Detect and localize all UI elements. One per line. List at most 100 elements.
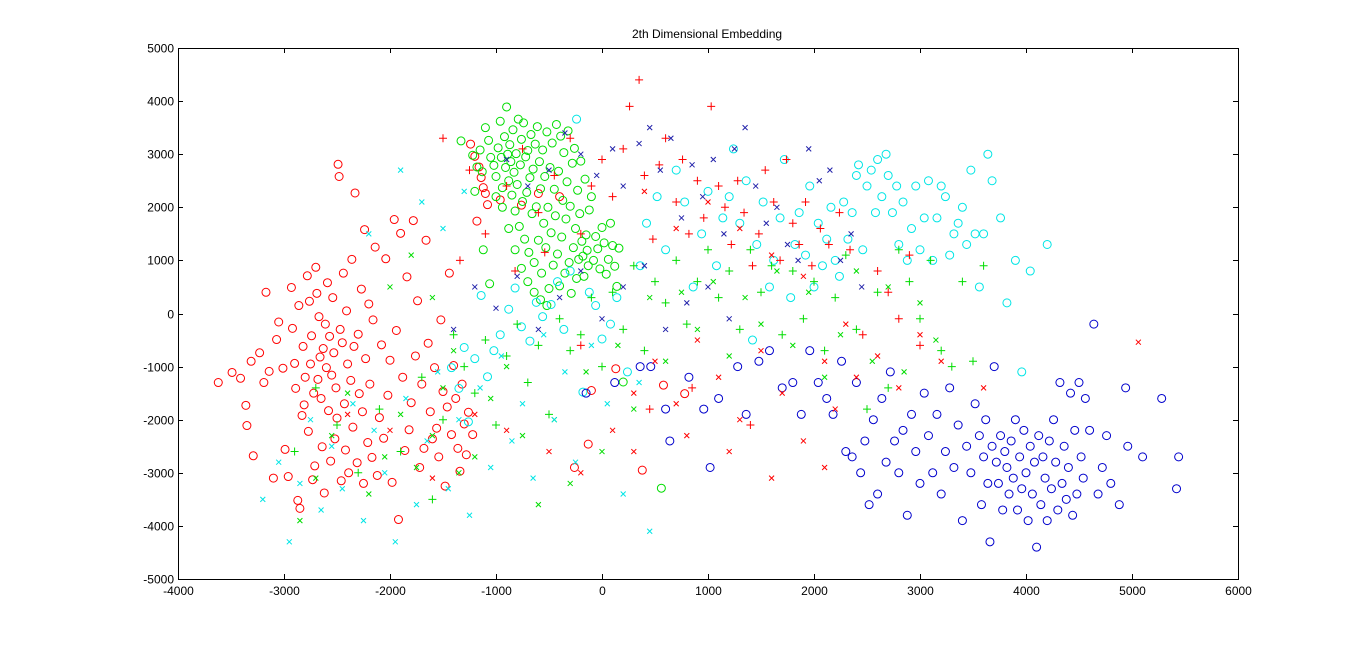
data-point-circle xyxy=(851,378,861,388)
data-point-plus xyxy=(704,245,712,254)
data-point-circle xyxy=(873,155,883,165)
data-point-cross xyxy=(641,262,648,269)
data-point-circle xyxy=(340,445,350,455)
data-point-plus xyxy=(465,166,474,175)
data-point-circle xyxy=(1157,393,1167,403)
data-point-circle xyxy=(786,293,796,303)
x-tick-label: 4000 xyxy=(1013,584,1040,598)
data-point-cross xyxy=(307,416,314,423)
data-point-circle xyxy=(907,409,917,419)
data-point-circle xyxy=(393,515,403,525)
data-point-cross xyxy=(498,353,505,359)
data-point-circle xyxy=(459,419,469,429)
data-point-circle xyxy=(661,404,671,414)
data-point-plus xyxy=(534,341,543,350)
data-point-plus xyxy=(767,261,776,270)
data-point-circle xyxy=(1076,452,1086,462)
data-point-cross xyxy=(286,538,293,545)
data-point-plus xyxy=(672,197,681,206)
data-point-cross xyxy=(397,167,404,173)
data-point-circle xyxy=(241,400,251,410)
data-point-circle xyxy=(295,503,305,513)
data-point-circle xyxy=(425,407,435,417)
data-point-cross xyxy=(572,459,579,466)
data-point-cross xyxy=(344,411,351,418)
data-point-circle xyxy=(1004,489,1014,499)
data-point-circle xyxy=(248,451,258,461)
data-point-circle xyxy=(444,268,454,278)
data-point-cross xyxy=(593,172,600,179)
data-point-plus xyxy=(725,267,734,276)
data-point-cross xyxy=(413,501,420,508)
data-point-circle xyxy=(1002,462,1012,472)
data-point-cross xyxy=(456,469,462,476)
data-point-cross xyxy=(418,199,425,205)
data-point-circle xyxy=(568,243,578,253)
data-point-circle xyxy=(583,439,593,449)
data-point-circle xyxy=(1078,473,1088,483)
data-point-cross xyxy=(360,517,367,524)
data-point-circle xyxy=(822,393,832,403)
data-point-circle xyxy=(242,421,252,431)
data-point-circle xyxy=(312,288,322,298)
data-point-circle xyxy=(658,380,668,390)
data-point-circle xyxy=(551,119,561,129)
data-point-circle xyxy=(603,254,613,264)
data-point-circle xyxy=(996,431,1006,441)
data-point-circle xyxy=(451,393,461,403)
data-point-circle xyxy=(327,370,337,380)
data-point-circle xyxy=(379,433,389,443)
data-point-cross xyxy=(387,427,393,434)
data-point-circle xyxy=(595,264,605,274)
data-point-circle xyxy=(297,410,307,420)
data-point-circle xyxy=(495,330,505,340)
data-point-circle xyxy=(322,278,332,288)
x-tick-label: 5000 xyxy=(1119,584,1146,598)
data-point-plus xyxy=(894,245,903,254)
data-point-circle xyxy=(442,402,452,412)
data-point-plus xyxy=(714,182,723,191)
data-point-plus xyxy=(545,410,553,419)
data-point-circle xyxy=(259,378,269,388)
data-point-circle xyxy=(949,229,959,239)
data-point-circle xyxy=(512,179,522,189)
data-point-circle xyxy=(919,213,929,223)
data-point-circle xyxy=(385,355,395,365)
data-point-circle xyxy=(614,243,624,253)
data-point-circle xyxy=(1034,431,1044,441)
data-point-circle xyxy=(1006,436,1016,446)
data-point-circle xyxy=(936,181,946,191)
data-point-cross xyxy=(328,443,335,450)
data-point-circle xyxy=(495,116,505,126)
data-point-circle xyxy=(569,143,579,153)
data-point-circle xyxy=(801,250,811,260)
data-point-circle xyxy=(758,197,768,207)
data-point-cross xyxy=(514,273,521,280)
data-point-circle xyxy=(563,126,573,136)
data-point-plus xyxy=(502,182,511,191)
data-point-circle xyxy=(377,340,387,350)
data-point-plus xyxy=(311,383,320,392)
data-point-circle xyxy=(1080,393,1090,403)
data-point-cross xyxy=(816,177,823,184)
data-point-circle xyxy=(1021,468,1031,478)
data-point-plus xyxy=(852,325,861,334)
data-point-circle xyxy=(987,176,997,186)
data-point-cross xyxy=(800,438,807,444)
data-point-plus xyxy=(905,251,914,260)
data-point-circle xyxy=(1063,462,1073,472)
data-point-plus xyxy=(816,224,825,233)
y-tick-label: -2000 xyxy=(143,414,174,428)
data-point-circle xyxy=(350,188,360,198)
data-point-cross xyxy=(456,416,462,423)
data-point-plus xyxy=(820,346,829,355)
data-point-circle xyxy=(589,255,599,265)
data-point-cross xyxy=(344,390,351,397)
data-point-cross xyxy=(768,475,775,481)
data-point-circle xyxy=(280,444,290,454)
data-point-plus xyxy=(894,314,903,323)
data-point-plus xyxy=(740,208,749,217)
data-point-plus xyxy=(481,336,490,345)
data-point-plus xyxy=(748,261,757,270)
data-point-plus xyxy=(449,330,458,339)
